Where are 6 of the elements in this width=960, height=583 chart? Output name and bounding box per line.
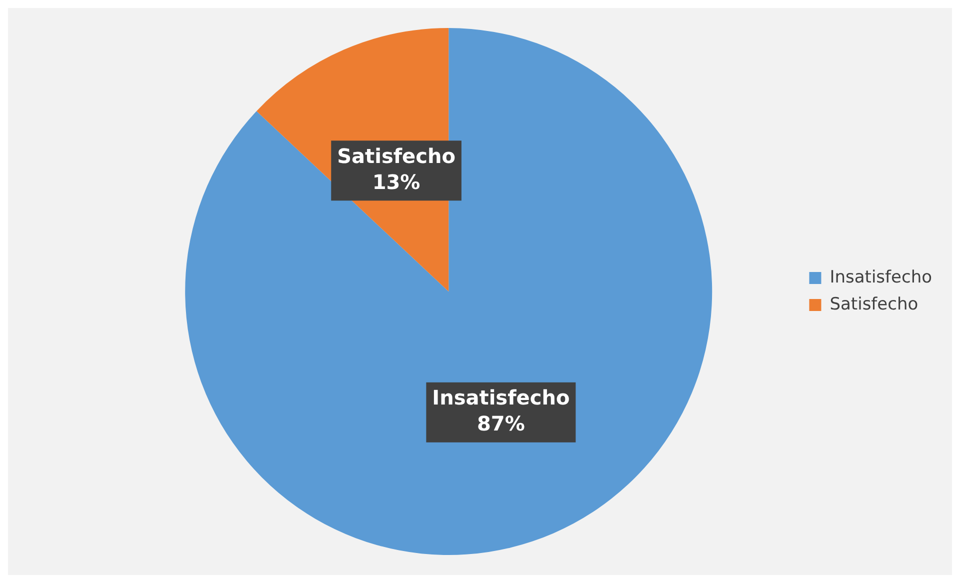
data-label: 13% bbox=[372, 170, 420, 194]
slice-label: Satisfecho bbox=[337, 144, 456, 168]
slice-label: Insatisfecho bbox=[432, 386, 570, 410]
data-label: 87% bbox=[477, 412, 525, 436]
legend-label: Satisfecho bbox=[830, 294, 918, 314]
legend-label: Insatisfecho bbox=[830, 267, 932, 288]
